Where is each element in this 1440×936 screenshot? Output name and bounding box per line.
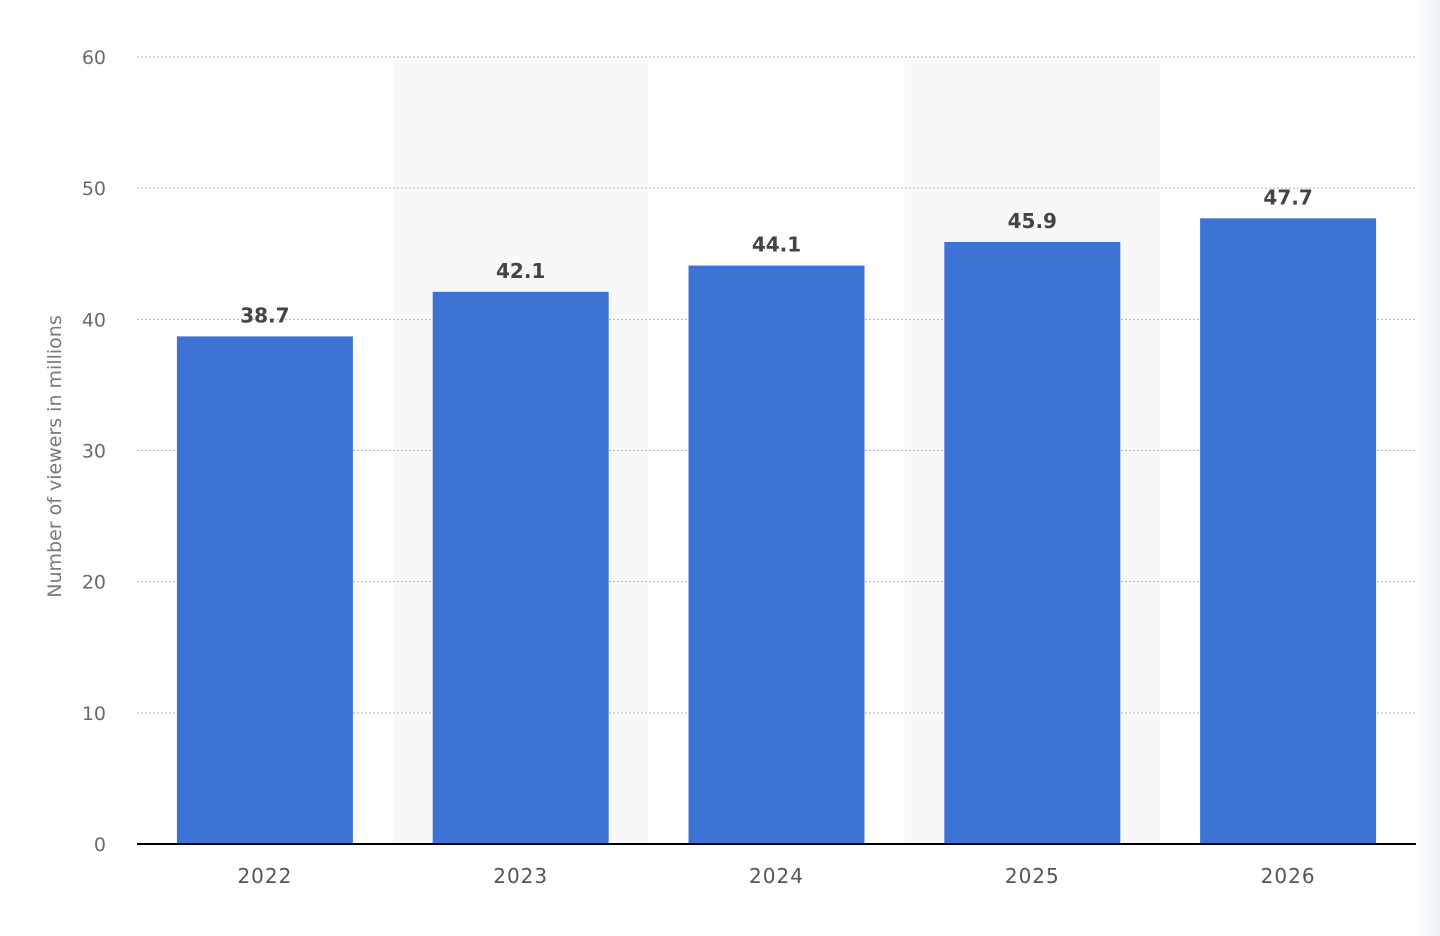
data-label: 38.7 [240, 303, 289, 327]
y-axis-ticks: 0 10 20 30 40 50 60 [82, 47, 106, 856]
x-tick-label: 2026 [1261, 864, 1316, 888]
x-tick-label: 2023 [493, 864, 548, 888]
data-label: 44.1 [752, 233, 801, 257]
y-tick-label: 60 [82, 47, 106, 69]
bar[interactable] [688, 265, 865, 844]
data-label: 42.1 [496, 259, 545, 283]
bar[interactable] [944, 241, 1121, 844]
bar[interactable] [176, 336, 353, 844]
bars [176, 218, 1377, 844]
y-axis-title: Number of viewers in millions [44, 315, 66, 597]
y-tick-label: 10 [82, 703, 106, 725]
y-tick-label: 40 [82, 309, 106, 331]
x-tick-label: 2022 [237, 864, 292, 888]
bar[interactable] [432, 291, 609, 844]
y-tick-label: 0 [94, 834, 106, 856]
x-tick-label: 2024 [749, 864, 804, 888]
x-tick-label: 2025 [1005, 864, 1060, 888]
y-tick-label: 20 [82, 572, 106, 594]
data-label: 47.7 [1263, 185, 1312, 209]
scroll-edge-shade [1414, 0, 1440, 936]
bar[interactable] [1200, 218, 1377, 844]
data-label: 45.9 [1008, 209, 1057, 233]
data-labels: 38.7 42.1 44.1 45.9 47.7 [240, 185, 1313, 327]
x-axis-ticks: 2022 2023 2024 2025 2026 [237, 864, 1316, 888]
y-tick-label: 30 [82, 441, 106, 463]
y-tick-label: 50 [82, 178, 106, 200]
